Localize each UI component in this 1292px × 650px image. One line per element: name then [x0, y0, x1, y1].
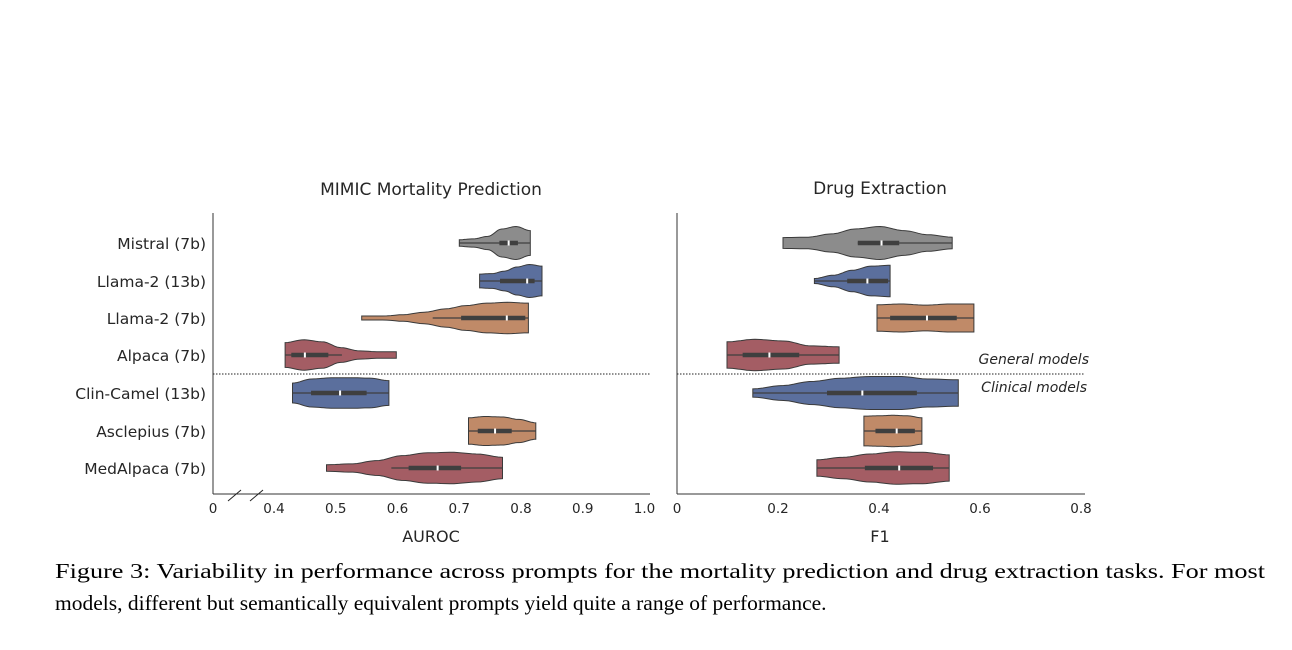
x-tick-label: 0.4 — [868, 501, 889, 517]
median-marker — [526, 278, 529, 284]
violin-llama-2-7b — [361, 301, 529, 335]
median-marker — [898, 465, 901, 471]
x-axis-label: AUROC — [402, 527, 460, 546]
figure-caption-line-1: Figure 3: Variability in performance acr… — [55, 559, 1265, 583]
y-tick-label: Mistral (7b) — [117, 235, 206, 253]
violin-clin-camel-13b — [292, 377, 390, 409]
violin-llama-2-7b — [876, 303, 975, 333]
violin-llama-2-13b — [813, 264, 891, 298]
x-tick-label: 0 — [673, 501, 682, 517]
violin-alpaca-7b — [726, 338, 840, 372]
violin-medalpaca-7b — [326, 451, 503, 485]
x-tick-label: 0.6 — [969, 501, 990, 517]
median-marker — [494, 428, 497, 434]
median-marker — [505, 315, 508, 321]
violin-alpaca-7b — [284, 339, 397, 371]
x-tick-label: 0.6 — [387, 501, 408, 517]
violin-asclepius-7b — [468, 416, 537, 446]
median-marker — [861, 390, 864, 396]
violin-llama-2-13b — [479, 263, 543, 299]
figure-caption-line-2: models, different but semantically equiv… — [55, 591, 827, 615]
median-marker — [339, 390, 342, 396]
violin-medalpaca-7b — [816, 451, 950, 485]
median-marker — [895, 428, 898, 434]
violins — [284, 225, 543, 485]
x-tick-label: 0.8 — [510, 501, 531, 517]
chart-title: MIMIC Mortality Prediction — [320, 180, 542, 200]
clinical-models-label: Clinical models — [981, 380, 1087, 396]
violins — [726, 225, 975, 485]
median-marker — [303, 352, 306, 358]
y-tick-label: Llama-2 (13b) — [97, 273, 206, 291]
x-tick-label: 1.0 — [634, 501, 655, 517]
x-tick-label: 0 — [209, 501, 218, 517]
median-marker — [880, 240, 883, 246]
violin-mistral-7b — [782, 225, 953, 261]
drug-extraction-panel: Drug Extraction 0 0.2 0.4 0.6 0.8 General mo… — [673, 179, 1092, 546]
y-tick-label: Alpaca (7b) — [117, 347, 206, 365]
x-axis-label: F1 — [870, 527, 889, 546]
x-tick-label: 0.7 — [449, 501, 470, 517]
median-marker — [507, 240, 510, 246]
mimic-mortality-panel: MIMIC Mortality Prediction 0 0.4 0.5 0.6 0.7… — [75, 180, 655, 546]
y-tick-label: Asclepius (7b) — [96, 423, 206, 441]
x-tick-labels: 0 0.2 0.4 0.6 0.8 — [673, 501, 1092, 517]
x-tick-label: 0.8 — [1070, 501, 1091, 517]
y-tick-labels: Mistral (7b) Llama-2 (13b) Llama-2 (7b) Alp… — [75, 235, 206, 478]
y-tick-label: Clin-Camel (13b) — [75, 385, 206, 403]
x-tick-label: 0.2 — [767, 501, 788, 517]
x-tick-label: 0.9 — [572, 501, 593, 517]
median-marker — [436, 465, 439, 471]
violin-mistral-7b — [458, 225, 531, 261]
x-tick-labels: 0 0.4 0.5 0.6 0.7 0.8 0.9 1.0 — [209, 501, 656, 517]
violin-asclepius-7b — [863, 414, 923, 448]
chart-title: Drug Extraction — [813, 179, 947, 199]
x-tick-label: 0.5 — [325, 501, 346, 517]
median-marker — [925, 315, 928, 321]
y-tick-label: MedAlpaca (7b) — [84, 460, 206, 478]
x-tick-label: 0.4 — [263, 501, 284, 517]
axis-break-mark — [227, 489, 242, 502]
median-marker — [866, 278, 869, 284]
y-tick-label: Llama-2 (7b) — [107, 310, 206, 328]
median-marker — [768, 352, 771, 358]
general-models-label: General models — [978, 352, 1089, 368]
violin-clin-camel-13b — [752, 376, 959, 410]
axis-break-mark — [249, 489, 264, 502]
